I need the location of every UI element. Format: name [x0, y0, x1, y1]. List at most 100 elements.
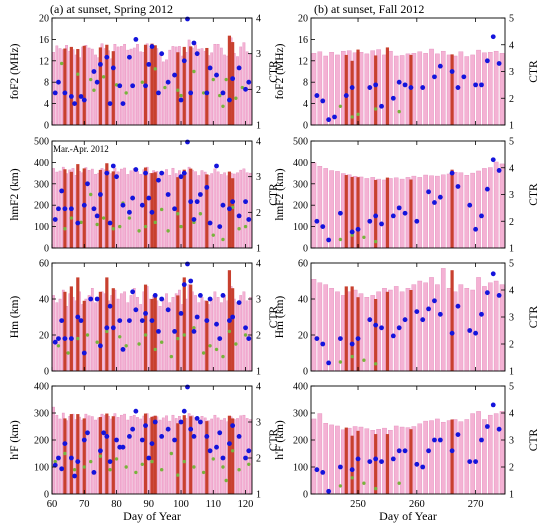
highlight-bar: [189, 46, 192, 125]
highlight-bar: [231, 288, 234, 371]
ctr-point: [450, 448, 455, 453]
y2-axis-label: CTR: [528, 305, 540, 328]
bar: [482, 419, 486, 494]
ctr-point: [373, 214, 378, 219]
bar: [243, 415, 245, 494]
bar: [165, 169, 167, 248]
ctr-point: [121, 347, 126, 352]
y2-tick-label: 1: [509, 121, 514, 132]
ctr-point: [356, 227, 361, 232]
ctr-point: [63, 91, 68, 96]
ctr-point: [72, 101, 77, 106]
bar: [136, 417, 138, 494]
bar: [418, 281, 422, 371]
ctr-point: [104, 434, 109, 439]
ctr-point: [246, 80, 251, 85]
bar: [324, 423, 328, 494]
green-point: [374, 487, 377, 490]
ctr-point: [150, 318, 155, 323]
bar: [482, 286, 486, 371]
green-point: [108, 468, 111, 471]
panel-4: [311, 141, 505, 248]
ctr-point: [140, 203, 145, 208]
ctr-point: [182, 171, 187, 176]
bar: [471, 173, 475, 248]
ctr-point: [198, 420, 203, 425]
ctr-point: [140, 438, 145, 443]
ctr-point: [338, 336, 343, 341]
bar: [488, 52, 492, 125]
bar: [123, 414, 125, 494]
highlight-bar: [386, 178, 389, 248]
ctr-point: [320, 99, 325, 104]
bar: [223, 55, 225, 125]
y-axis-label: hmF2 (km): [9, 168, 21, 220]
highlight-bar: [228, 36, 231, 125]
green-point: [362, 482, 365, 485]
bar: [123, 44, 125, 125]
highlight-bar: [112, 416, 115, 494]
panel-8: [311, 386, 505, 494]
green-point: [356, 113, 359, 116]
y-tick-label: 60: [39, 259, 49, 270]
green-point: [60, 62, 63, 65]
ctr-point: [56, 336, 61, 341]
green-point: [224, 78, 227, 81]
ctr-point: [221, 203, 226, 208]
panel-1: [52, 17, 252, 125]
highlight-bar: [76, 277, 79, 371]
bar: [459, 173, 463, 248]
green-point: [170, 355, 173, 358]
y-tick-label: 16: [39, 35, 49, 46]
ctr-point: [320, 342, 325, 347]
ctr-point: [326, 489, 331, 494]
y-tick-label: 20: [298, 14, 308, 25]
bar: [394, 56, 398, 125]
highlight-bar: [356, 431, 359, 494]
y2-tick-label: 2: [509, 94, 514, 105]
ctr-point: [75, 315, 80, 320]
ctr-point: [420, 317, 425, 322]
highlight-bar: [205, 301, 208, 371]
y2-axis-label: CTR: [528, 183, 540, 206]
bar: [335, 171, 339, 248]
y2-tick-label: 4: [256, 382, 261, 393]
bar: [240, 47, 242, 125]
y-tick-label: 12: [39, 56, 49, 67]
ctr-point: [111, 164, 116, 169]
bar: [435, 419, 439, 494]
bar: [476, 50, 480, 125]
bar: [240, 295, 242, 371]
ctr-point: [82, 351, 87, 356]
bar: [194, 417, 196, 494]
highlight-bar: [144, 168, 147, 248]
highlight-bar: [374, 434, 377, 494]
green-point: [237, 468, 240, 471]
green-point: [397, 482, 400, 485]
ctr-point: [450, 331, 455, 336]
ctr-point: [403, 82, 408, 87]
bar: [217, 418, 219, 494]
ctr-point: [326, 361, 331, 366]
bar: [243, 292, 245, 371]
green-point: [92, 89, 95, 92]
ctr-point: [185, 385, 190, 390]
y-axis-label: foF2 (MHz): [274, 43, 286, 99]
green-point: [231, 449, 234, 452]
ctr-point: [185, 262, 190, 267]
ctr-point: [438, 64, 443, 69]
ctr-point: [497, 427, 502, 432]
ctr-point: [172, 206, 177, 211]
highlight-bar: [231, 42, 234, 125]
ctr-point: [373, 457, 378, 462]
ctr-point: [156, 91, 161, 96]
green-point: [154, 67, 157, 70]
bar: [400, 55, 404, 125]
y2-tick-label: 3: [509, 436, 514, 447]
ctr-point: [204, 91, 209, 96]
green-point: [350, 476, 353, 479]
ctr-point: [172, 329, 177, 334]
bar: [249, 297, 251, 371]
y-tick-label: 200: [34, 201, 49, 212]
bar: [429, 176, 433, 248]
